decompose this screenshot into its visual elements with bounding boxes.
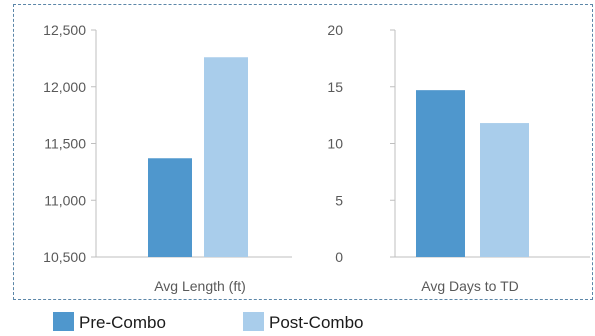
legend-swatch-post-combo: [243, 312, 264, 331]
y-tick-label: 5: [335, 192, 343, 208]
chart-frame: [13, 4, 593, 300]
legend-label: Pre-Combo: [79, 313, 166, 332]
y-tick-label: 20: [327, 22, 343, 38]
legend-swatch-pre-combo: [53, 312, 74, 331]
y-tick-label: 10,500: [43, 249, 86, 265]
y-tick-label: 12,500: [43, 22, 86, 38]
y-tick-label: 11,000: [44, 192, 86, 208]
bar-post-combo: [480, 123, 529, 257]
bar-pre-combo: [148, 158, 192, 257]
y-tick-label: 0: [335, 249, 343, 265]
legend-label: Post-Combo: [269, 313, 363, 332]
x-category-label: Avg Length (ft): [154, 278, 246, 294]
bar-post-combo: [204, 57, 248, 257]
y-tick-label: 15: [327, 79, 343, 95]
y-tick-label: 11,500: [44, 136, 86, 152]
x-category-label: Avg Days to TD: [421, 278, 519, 294]
y-tick-label: 10: [327, 136, 343, 152]
bar-pre-combo: [416, 90, 465, 257]
y-tick-label: 12,000: [43, 79, 86, 95]
